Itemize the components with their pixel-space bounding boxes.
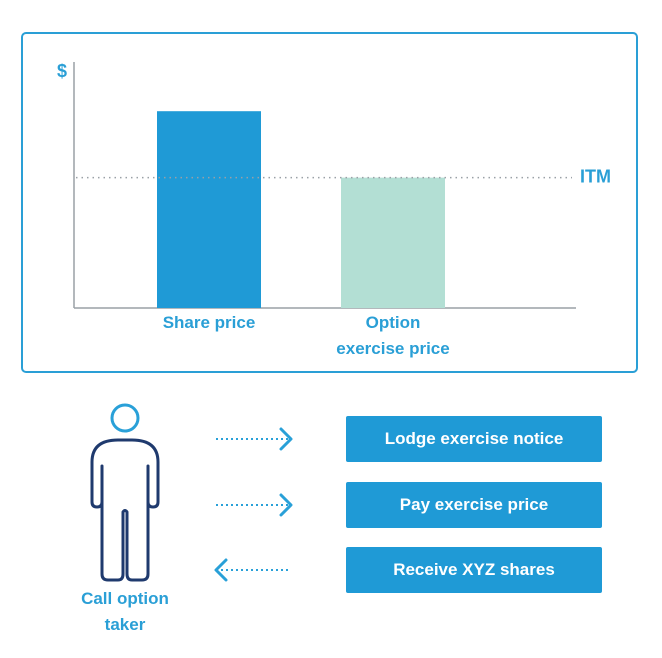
arrow-head <box>279 493 293 517</box>
person-icon <box>90 403 160 582</box>
actor-label: Call option taker <box>81 589 169 634</box>
bar <box>157 111 261 308</box>
arrow-head <box>214 558 228 582</box>
threshold-label: ITM <box>580 166 611 186</box>
person-head <box>110 403 140 433</box>
arrow-head <box>279 427 293 451</box>
step-box: Receive XYZ shares <box>346 547 602 593</box>
person-body <box>90 438 160 582</box>
bar <box>341 177 445 308</box>
step-box: Lodge exercise notice <box>346 416 602 462</box>
chart-frame <box>21 32 638 373</box>
y-axis-label: $ <box>57 61 67 81</box>
x-tick-label: Option exercise price <box>336 313 450 358</box>
step-box: Pay exercise price <box>346 482 602 528</box>
x-tick-label: Share price <box>162 313 256 332</box>
